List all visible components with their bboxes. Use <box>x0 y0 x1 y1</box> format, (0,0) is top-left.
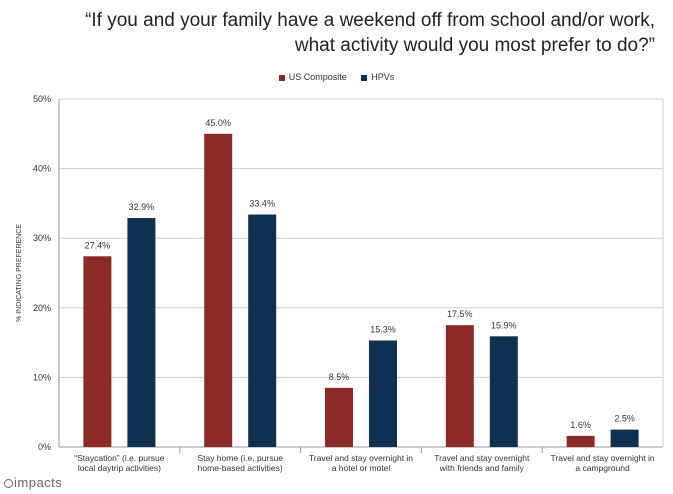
data-label: 15.9% <box>491 320 517 330</box>
legend: US Composite HPVs <box>0 72 673 82</box>
bar-hpvs <box>610 429 639 447</box>
x-category-label: a campground <box>575 463 630 473</box>
bar-hpvs <box>248 214 277 447</box>
data-label: 8.5% <box>329 372 350 382</box>
x-category-label: “Staycation” (i.e. pursue <box>74 453 165 463</box>
x-category-label: Travel and stay overnight in <box>309 453 413 463</box>
legend-item-hpvs: HPVs <box>361 72 394 82</box>
data-label: 1.6% <box>570 420 591 430</box>
bar-us-composite <box>204 133 233 448</box>
data-label: 33.4% <box>249 199 275 209</box>
bar-us-composite <box>83 256 112 447</box>
y-tick-label: 0% <box>38 442 51 452</box>
legend-item-us-composite: US Composite <box>278 72 347 82</box>
data-label: 15.3% <box>370 325 396 335</box>
chart-title: “If you and your family have a weekend o… <box>15 8 655 58</box>
y-axis-label: % INDICATING PREFERENCE <box>16 224 23 322</box>
y-tick-label: 50% <box>33 94 51 104</box>
legend-label-us-composite: US Composite <box>288 72 347 82</box>
y-tick-label: 20% <box>33 303 51 313</box>
logo-text: impacts <box>14 475 63 490</box>
data-label: 45.0% <box>205 118 231 128</box>
data-label: 2.5% <box>614 414 635 424</box>
x-category-label: Stay home (i.e. pursue <box>197 453 283 463</box>
bar-hpvs <box>369 340 397 447</box>
title-line-1: “If you and your family have a weekend o… <box>85 10 655 31</box>
y-tick-label: 30% <box>33 233 51 243</box>
bar-us-composite <box>325 387 353 447</box>
y-tick-label: 10% <box>33 372 51 382</box>
data-label: 17.5% <box>447 309 473 319</box>
legend-swatch-us-composite <box>278 74 285 81</box>
y-tick-label: 40% <box>33 164 51 174</box>
x-category-label: with friends and family <box>439 463 525 473</box>
bar-hpvs <box>489 336 518 447</box>
x-category-label: home-based activities) <box>198 463 283 473</box>
legend-swatch-hpvs <box>361 74 368 81</box>
legend-label-hpvs: HPVs <box>371 72 395 82</box>
bar-hpvs <box>127 218 156 447</box>
x-category-label: a hotel or motel <box>332 463 391 473</box>
circle-logo-icon <box>4 479 13 488</box>
x-category-label: Travel and stay overnight in <box>551 453 655 463</box>
impacts-logo: impacts <box>4 475 62 490</box>
x-category-label: local daytrip activities) <box>78 463 161 473</box>
x-category-label: Travel and stay overnight <box>434 453 530 463</box>
title-line-2: what activity would you most prefer to d… <box>294 35 655 56</box>
bar-us-composite <box>445 325 474 447</box>
data-label: 32.9% <box>129 202 155 212</box>
bar-us-composite <box>566 435 595 447</box>
data-label: 27.4% <box>85 240 111 250</box>
